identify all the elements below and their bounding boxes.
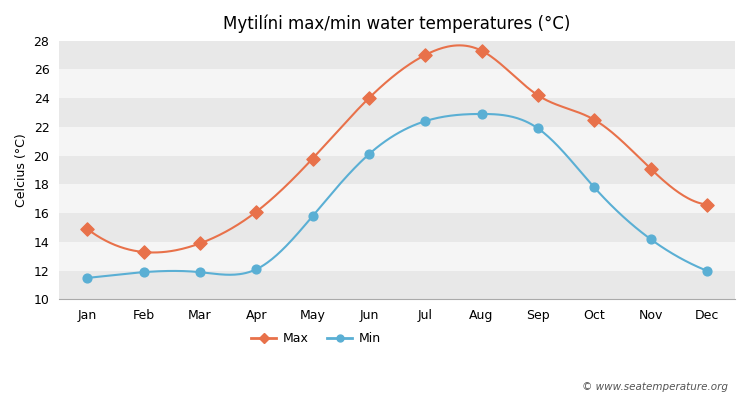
Point: [588, 184, 600, 190]
Title: Mytilíni max/min water temperatures (°C): Mytilíni max/min water temperatures (°C): [224, 15, 571, 34]
Bar: [59, 69, 735, 98]
Legend: Max, Min: Max, Min: [246, 327, 386, 350]
Point: [700, 268, 712, 274]
Point: [476, 48, 488, 54]
Y-axis label: Celcius (°C): Celcius (°C): [15, 133, 28, 207]
Point: [588, 116, 600, 123]
Point: [81, 226, 93, 232]
Point: [194, 269, 206, 275]
Point: [532, 92, 544, 98]
Point: [194, 240, 206, 246]
Point: [138, 269, 150, 275]
Point: [363, 151, 375, 158]
Bar: [59, 242, 735, 271]
Point: [419, 52, 431, 58]
Point: [251, 266, 262, 272]
Point: [532, 125, 544, 132]
Point: [138, 249, 150, 255]
Point: [419, 118, 431, 124]
Text: © www.seatemperature.org: © www.seatemperature.org: [581, 382, 728, 392]
Point: [363, 95, 375, 101]
Point: [700, 201, 712, 208]
Bar: [59, 156, 735, 184]
Bar: [59, 127, 735, 156]
Point: [251, 208, 262, 215]
Point: [644, 166, 656, 172]
Bar: [59, 213, 735, 242]
Bar: [59, 98, 735, 127]
Point: [307, 155, 319, 162]
Point: [81, 275, 93, 281]
Bar: [59, 41, 735, 69]
Point: [644, 236, 656, 242]
Bar: [59, 271, 735, 300]
Point: [476, 111, 488, 117]
Point: [307, 213, 319, 219]
Bar: [59, 184, 735, 213]
